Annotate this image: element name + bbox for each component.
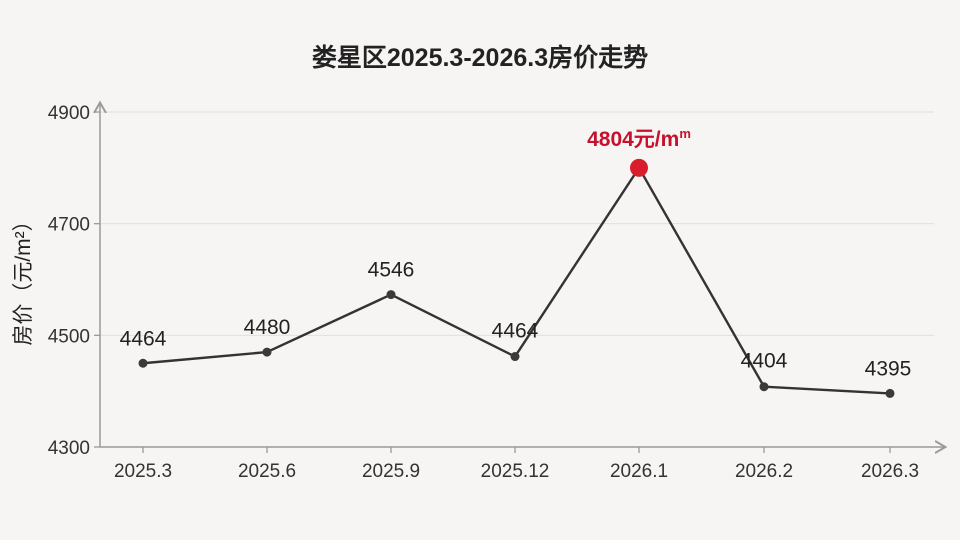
data-point — [386, 290, 396, 300]
x-tick-label: 2025.9 — [362, 461, 420, 482]
x-tick-label: 2025.6 — [238, 461, 296, 482]
y-axis-label: 房价（元/m²） — [12, 210, 35, 345]
data-label: 4464 — [492, 320, 539, 343]
data-label: 4404 — [741, 350, 788, 373]
data-point — [759, 382, 769, 392]
data-label: 4395 — [865, 357, 912, 380]
data-label: 4480 — [244, 316, 291, 339]
chart-title: 娄星区2025.3-2026.3房价走势 — [311, 44, 649, 72]
y-tick-label: 4900 — [48, 103, 90, 124]
data-point — [885, 388, 895, 398]
x-tick-label: 2025.12 — [481, 461, 550, 482]
data-point — [138, 358, 148, 368]
x-tick-label: 2025.3 — [114, 461, 172, 482]
y-tick-label: 4700 — [48, 215, 90, 236]
x-tick-label: 2026.1 — [610, 461, 668, 482]
x-tick-label: 2026.2 — [735, 461, 793, 482]
x-tick-label: 2026.3 — [861, 461, 919, 482]
data-point — [510, 352, 520, 362]
y-tick-label: 4500 — [48, 326, 90, 347]
y-tick-label: 4300 — [48, 438, 90, 459]
peak-data-point — [630, 158, 648, 177]
data-label: 4546 — [368, 259, 415, 282]
peak-data-label: 4804元/mm — [587, 126, 691, 151]
data-point — [262, 347, 272, 357]
data-label: 4464 — [120, 327, 167, 350]
